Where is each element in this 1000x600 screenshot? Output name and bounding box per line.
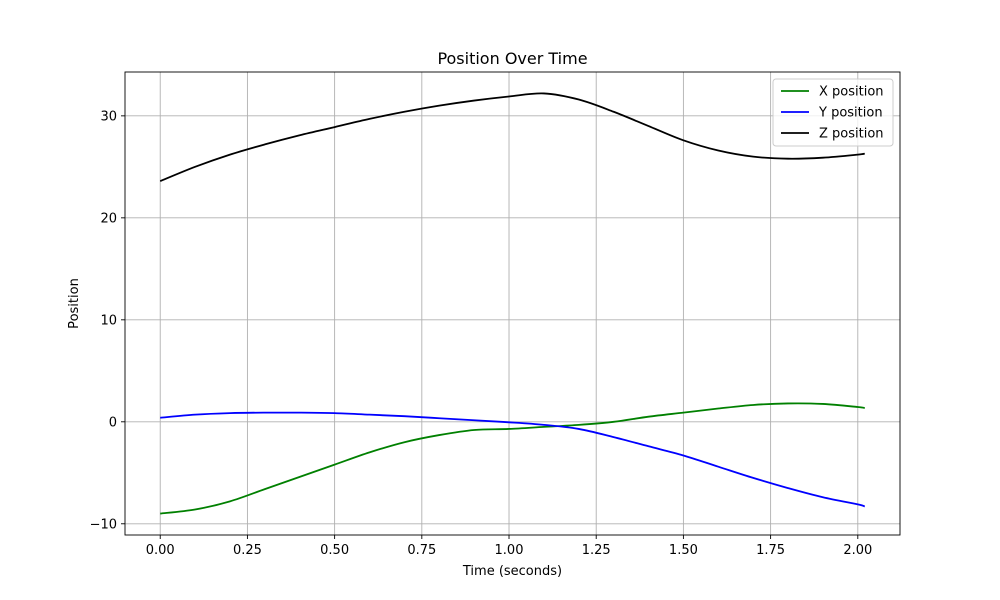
y-axis-label: Position	[67, 278, 82, 329]
x-tick-label: 0.00	[146, 543, 175, 558]
axis-ticks: 0.00 0.25 0.50 0.75 1.00 1.25 1.50 1.75 2.00 −10 0…	[90, 109, 873, 558]
x-tick-label: 1.25	[582, 543, 611, 558]
y-tick-label: 0	[109, 415, 117, 430]
x-position-line	[160, 402, 865, 515]
legend-label-x-position: X position	[819, 85, 884, 100]
x-tick-label: 1.50	[669, 543, 698, 558]
y-position-line	[160, 411, 866, 508]
legend-label-y-position: Y position	[818, 106, 883, 121]
x-tick-label: 0.75	[407, 543, 436, 558]
plot-area-frame	[124, 71, 901, 536]
y-tick-label: −10	[90, 517, 117, 532]
y-tick-label: 30	[100, 109, 117, 124]
chart-title: Position Over Time	[437, 49, 587, 68]
y-tick-label: 10	[100, 313, 117, 328]
x-axis-label: Time (seconds)	[462, 564, 562, 579]
series-lines	[159, 92, 866, 515]
x-tick-label: 0.25	[233, 543, 262, 558]
z-position-line	[159, 92, 865, 182]
x-tick-label: 1.00	[495, 543, 524, 558]
x-tick-label: 0.50	[320, 543, 349, 558]
y-tick-label: 20	[100, 211, 117, 226]
x-tick-label: 1.75	[756, 543, 785, 558]
legend-box	[772, 78, 894, 147]
legend: X position Y position Z position	[772, 78, 894, 147]
x-tick-label: 2.00	[843, 543, 872, 558]
legend-label-z-position: Z position	[819, 127, 884, 142]
